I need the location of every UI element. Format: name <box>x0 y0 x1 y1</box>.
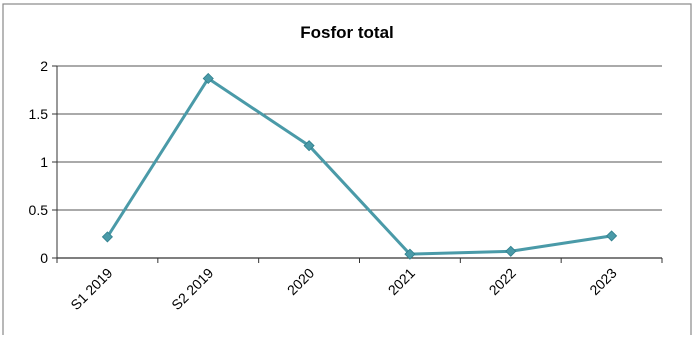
x-tick-label: 2020 <box>284 265 317 298</box>
y-tick-label: 1 <box>40 154 48 170</box>
y-tick-labels: 0 0.5 1 1.5 2 <box>29 58 49 266</box>
chart-border <box>2 3 692 340</box>
y-tick-label: 2 <box>40 58 48 74</box>
gridlines <box>57 65 662 211</box>
x-tick-label: 2022 <box>486 265 519 298</box>
x-tick-label: S2 2019 <box>168 265 216 313</box>
data-point-marker <box>303 140 315 152</box>
series-layer <box>101 72 618 260</box>
data-point-marker <box>404 248 416 260</box>
data-point-marker <box>101 231 113 243</box>
x-tick-labels: S1 2019 S2 2019 2020 2021 2022 2023 <box>67 265 620 313</box>
axes <box>52 65 663 263</box>
series-line <box>106 76 612 256</box>
data-point-marker <box>606 230 618 242</box>
y-tick-label: 1.5 <box>29 106 49 122</box>
x-tick-label: 2021 <box>385 265 418 298</box>
chart-title: Fosfor total <box>300 23 394 42</box>
x-tick-label: S1 2019 <box>67 265 115 313</box>
x-tick-label: 2023 <box>586 265 619 298</box>
data-point-marker <box>202 72 214 85</box>
y-tick-label: 0 <box>40 250 48 266</box>
data-point-marker <box>505 245 517 257</box>
y-tick-label: 0.5 <box>29 202 49 218</box>
